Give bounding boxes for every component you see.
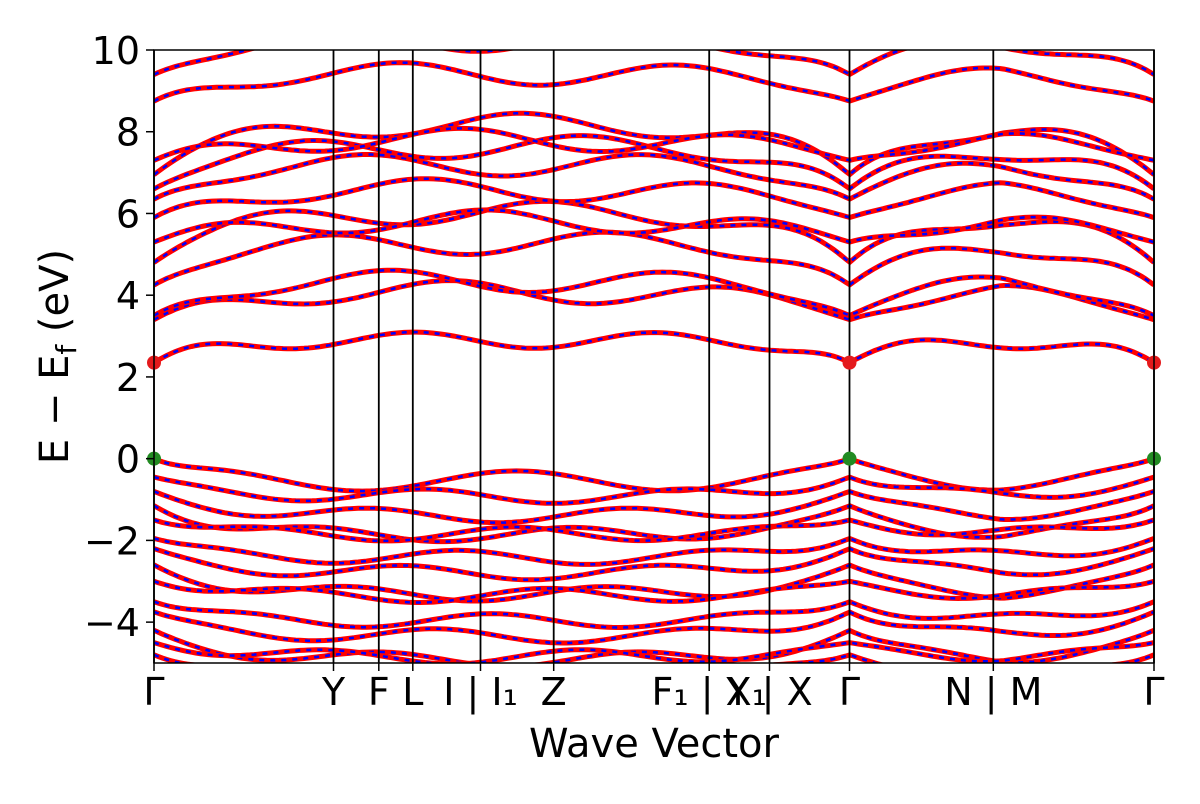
x-tick-label-4: I | I₁	[443, 670, 518, 715]
valence-band-2-solid	[154, 488, 1154, 526]
x-tick-label-7: Y | X	[725, 670, 812, 715]
x-tick-label-1: Y	[321, 670, 346, 714]
valence-band-3-dashed	[154, 504, 1154, 543]
y-tick-label-1: −2	[84, 519, 140, 563]
conduction-band-3-dashed	[154, 230, 1154, 287]
valence-band-12-dashed	[154, 641, 1154, 663]
y-tick-label-6: 8	[116, 111, 140, 155]
conduction-band-1-dashed	[154, 279, 1154, 321]
conduction-band-5-dashed	[154, 208, 1154, 244]
conduction-band-6-dashed	[154, 177, 1154, 219]
vbm-marker-1	[842, 451, 857, 466]
y-axis-label-sub: f	[50, 344, 83, 355]
y-axis-label-main: E − E	[32, 355, 78, 465]
band-edge-markers	[147, 355, 1161, 466]
x-tick-label-0: Γ	[143, 670, 164, 714]
conduction-band-4-dashed	[154, 200, 1154, 264]
y-tick-label-3: 2	[116, 356, 140, 400]
valence-band-4-dashed	[154, 518, 1154, 543]
y-tick-label-2: 0	[116, 438, 140, 482]
valence-band-0-solid	[154, 456, 1154, 494]
conduction-band-8-dashed	[154, 134, 1154, 191]
y-axis-ticks: −4 −2 0 2 4 6 8 10	[84, 29, 154, 645]
conduction-band-7-dashed	[154, 153, 1154, 201]
valence-band-5-dashed	[154, 537, 1154, 566]
x-tick-label-5: Z	[541, 670, 567, 714]
valence-band-6-solid	[154, 545, 1154, 583]
conduction-band-0-dashed	[154, 330, 1154, 364]
cbm-marker-1	[842, 355, 857, 370]
y-tick-label-4: 4	[116, 274, 140, 318]
y-axis-label: E − Ef (eV)	[32, 249, 83, 464]
valence-band-8-dashed	[154, 580, 1154, 604]
conduction-band-11-solid	[154, 60, 1154, 104]
x-tick-label-3: L	[402, 670, 423, 714]
conduction-band-10-dashed	[154, 127, 1154, 162]
valence-band-10-dashed	[154, 610, 1154, 645]
conduction-band-2-dashed	[154, 268, 1154, 317]
y-axis-label-tail: (eV)	[32, 249, 78, 345]
x-tick-label-6: F₁ | X₁	[652, 670, 767, 715]
y-tick-label-7: 10	[92, 29, 140, 73]
valence-band-1-dashed	[154, 475, 1154, 505]
y-tick-label-5: 6	[116, 192, 140, 236]
x-tick-label-9: N | M	[944, 670, 1042, 715]
x-axis-label: Wave Vector	[529, 721, 780, 767]
x-tick-label-2: F	[368, 670, 390, 714]
y-tick-label-0: −4	[84, 601, 140, 645]
x-tick-label-10: Γ	[1143, 670, 1164, 714]
plot-frame	[153, 49, 1155, 664]
x-tick-label-8: Γ	[839, 670, 860, 714]
conduction-band-11-dashed	[154, 61, 1154, 103]
valence-band-9-dashed	[154, 600, 1154, 629]
bands-layer	[154, 50, 1154, 663]
